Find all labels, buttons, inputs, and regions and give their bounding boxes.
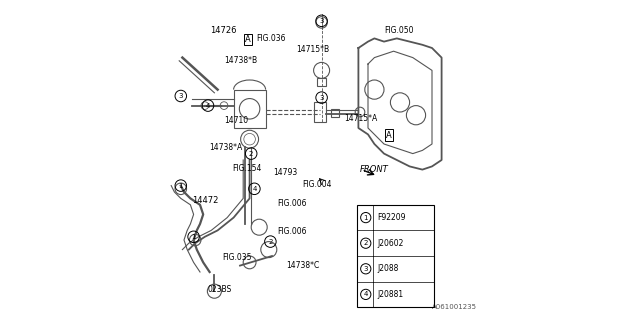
Text: A: A [386, 131, 392, 140]
Bar [314, 102, 326, 122]
Text: 2: 2 [364, 240, 368, 246]
Text: FIG.004: FIG.004 [302, 180, 332, 188]
Text: 023BS: 023BS [208, 285, 232, 294]
Text: F92209: F92209 [378, 213, 406, 222]
Text: 1: 1 [364, 215, 368, 220]
Text: 3: 3 [364, 266, 368, 272]
Text: 14715*B: 14715*B [296, 45, 329, 54]
Text: 4: 4 [252, 186, 257, 192]
Text: 1: 1 [179, 183, 183, 188]
Text: 1: 1 [191, 234, 196, 240]
Bar [317, 78, 326, 86]
Text: A: A [245, 35, 251, 44]
Text: 14738*A: 14738*A [210, 143, 243, 152]
Text: J20602: J20602 [378, 239, 404, 248]
Text: 2: 2 [249, 151, 253, 156]
Text: FIG.006: FIG.006 [277, 228, 307, 236]
Text: 14726: 14726 [210, 26, 236, 35]
Text: 14793: 14793 [274, 168, 298, 177]
Text: FIG.036: FIG.036 [256, 34, 285, 43]
Text: FIG.035: FIG.035 [223, 253, 252, 262]
Text: 4: 4 [206, 103, 210, 108]
Bar [357, 205, 434, 307]
Text: 14472: 14472 [192, 196, 218, 204]
Text: A061001235: A061001235 [432, 304, 477, 310]
Text: 14738*C: 14738*C [287, 261, 319, 270]
Text: FIG.050: FIG.050 [384, 26, 413, 35]
Text: 14738*B: 14738*B [224, 56, 257, 65]
Text: 3: 3 [179, 93, 183, 99]
Text: FIG.006: FIG.006 [277, 199, 307, 208]
Text: 14715*A: 14715*A [344, 114, 377, 123]
Text: J2088: J2088 [378, 264, 399, 273]
Text: 4: 4 [364, 292, 368, 297]
Text: 14710: 14710 [224, 116, 248, 124]
Text: J20881: J20881 [378, 290, 404, 299]
Text: 3: 3 [319, 18, 324, 24]
Text: FRONT: FRONT [360, 165, 388, 174]
Text: 2: 2 [268, 239, 273, 244]
Text: FIG.154: FIG.154 [232, 164, 261, 172]
Bar [332, 109, 339, 117]
Text: 3: 3 [319, 95, 324, 100]
